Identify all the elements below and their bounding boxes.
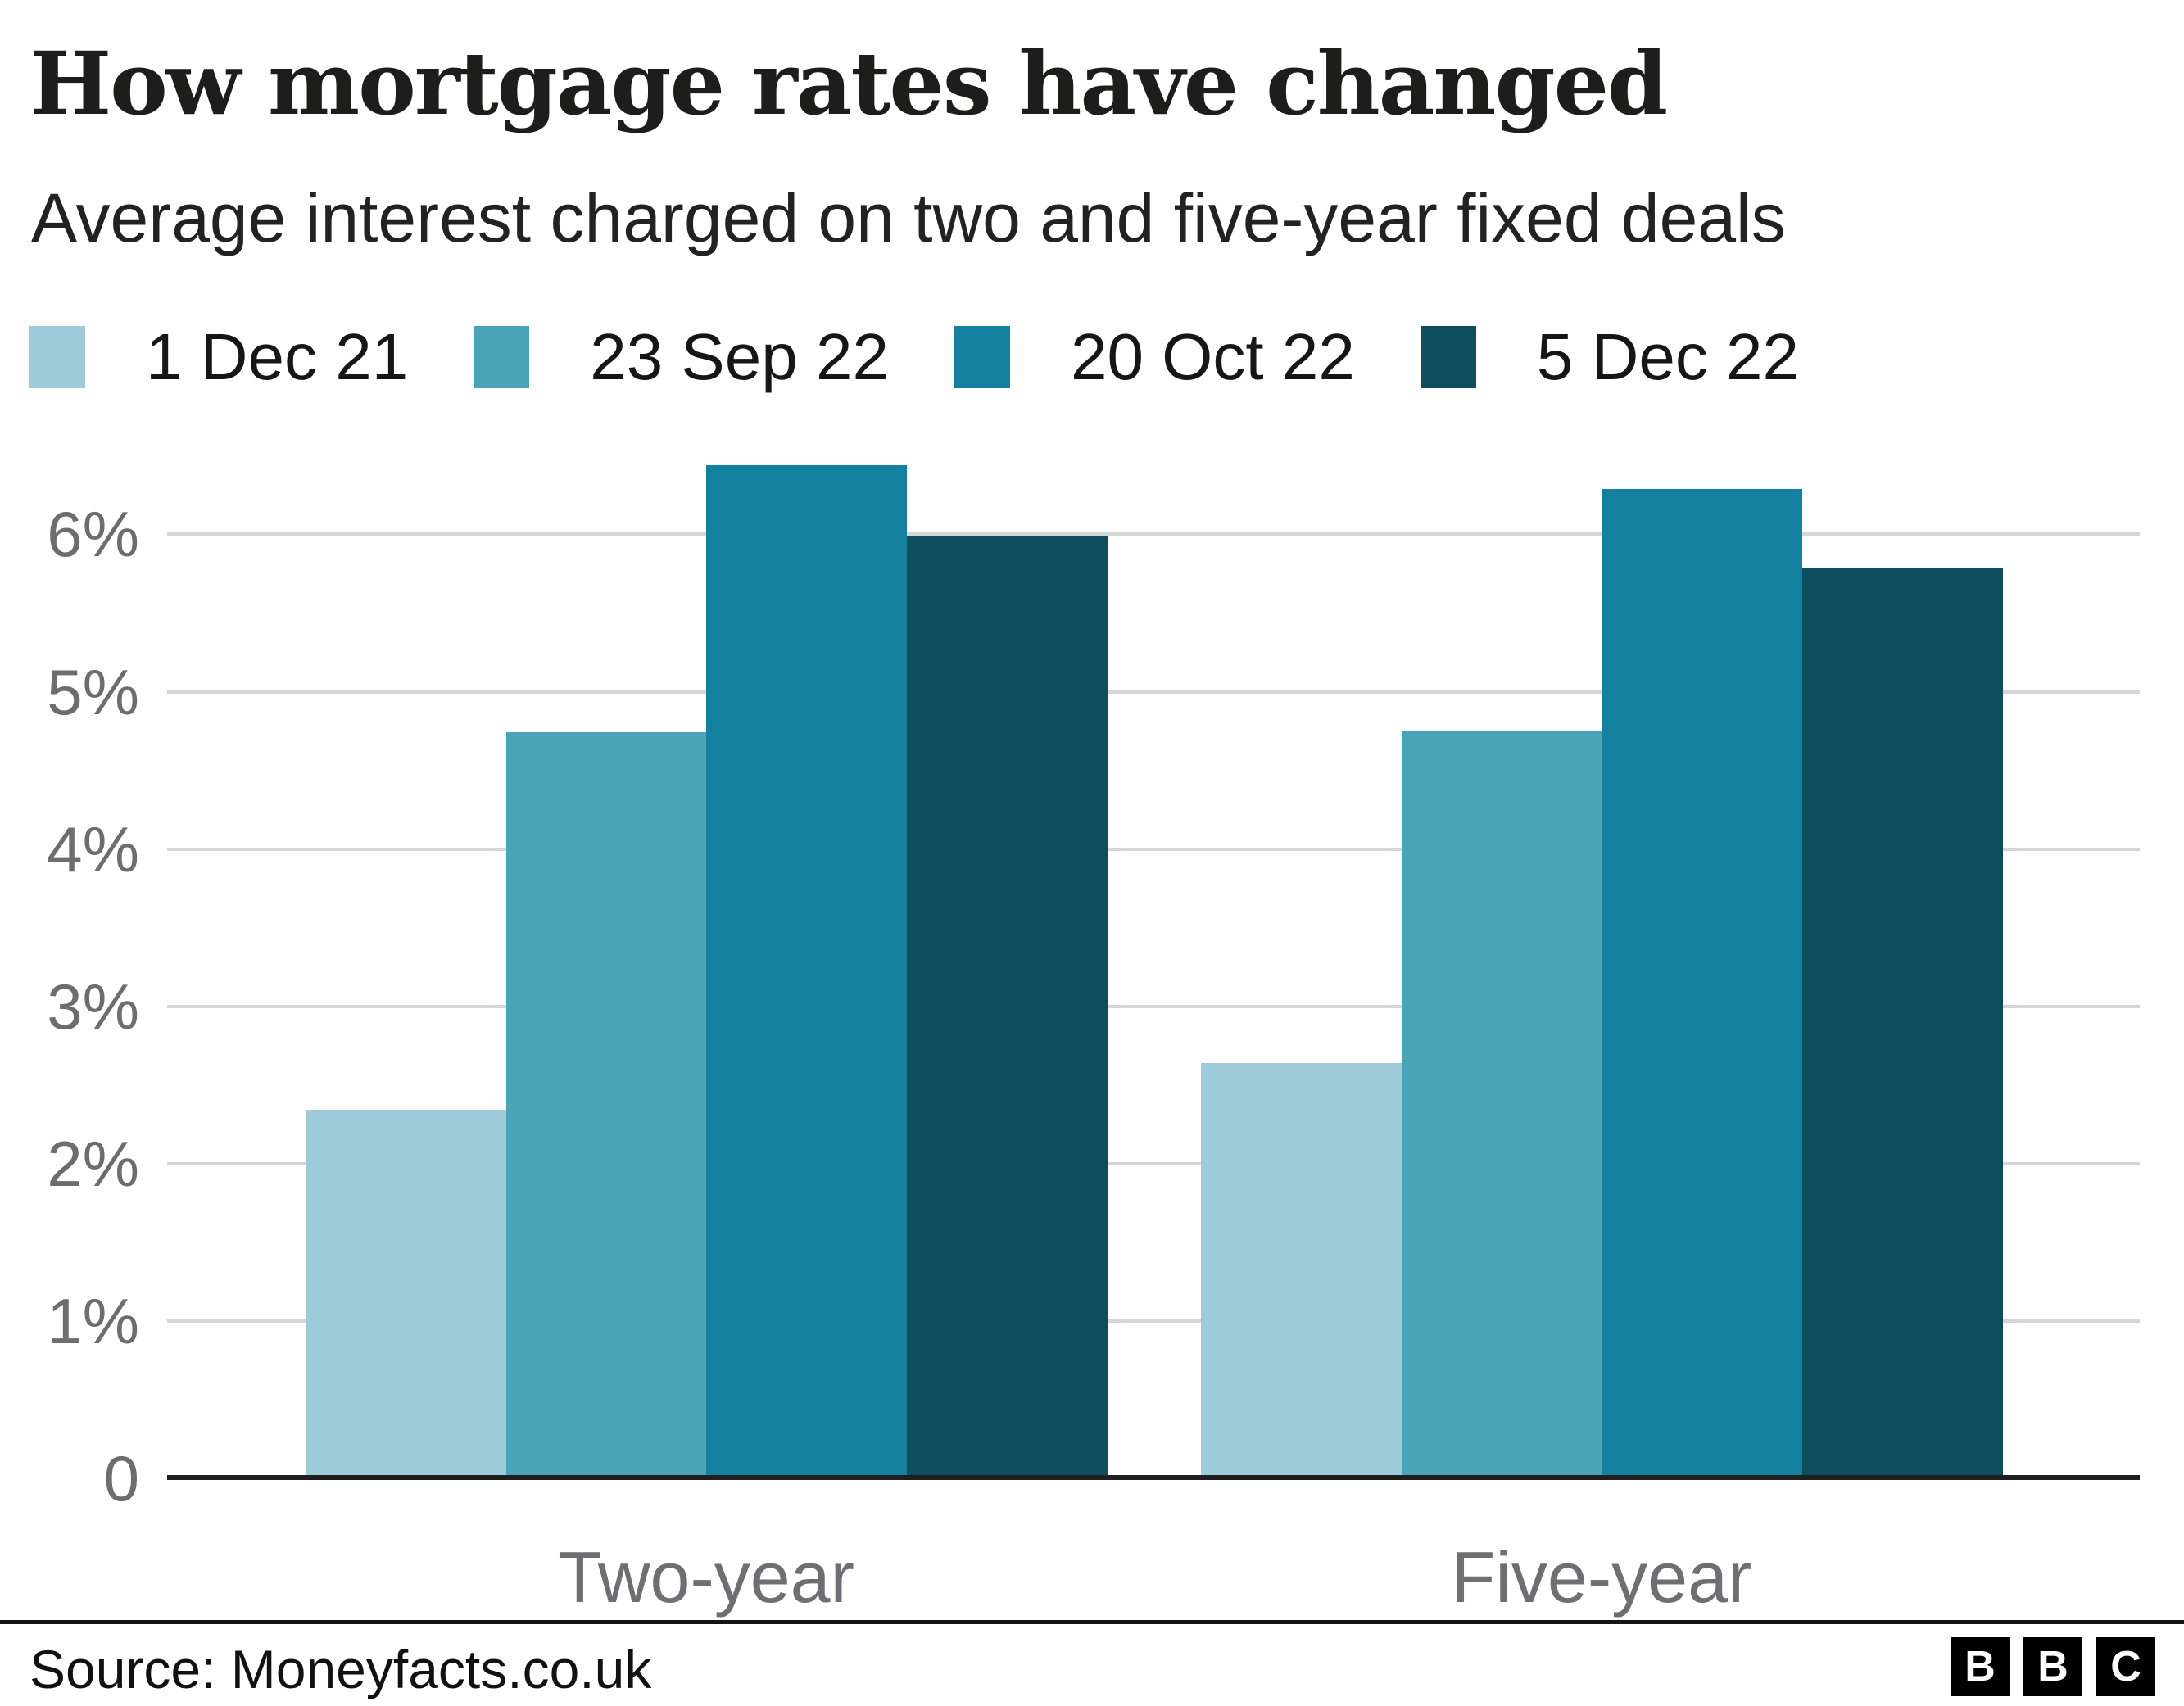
legend-item-5-dec-22: 5 Dec 22 [1420,319,1800,395]
legend-label: 23 Sep 22 [590,320,889,393]
gridline [167,1319,2140,1323]
gridline [167,532,2140,536]
gridline [167,847,2140,851]
y-axis-tick-label: 5% [47,655,139,728]
gridline [167,690,2140,694]
bar-1-dec-21-five-year [1201,1062,1402,1478]
x-axis-label-two-year: Two-year [558,1536,854,1618]
bar-1-dec-21-two-year [306,1110,506,1478]
legend-label: 5 Dec 22 [1536,320,1800,393]
gridline [167,1004,2140,1008]
legend-label: 1 Dec 21 [146,320,409,393]
x-axis-line [167,1475,2140,1480]
y-axis-tick-label: 3% [47,970,139,1043]
legend-item-20-oct-22: 20 Oct 22 [954,319,1355,395]
bbc-logo-block: B [2023,1637,2082,1696]
y-axis-tick-label: 2% [47,1127,139,1200]
legend: 1 Dec 21 23 Sep 22 20 Oct 22 5 Dec 22 [29,319,1799,395]
legend-label: 20 Oct 22 [1070,320,1355,393]
bar-20-oct-22-five-year [1602,488,1802,1478]
bbc-logo-block: B [1951,1637,2010,1696]
footer-divider [0,1620,2184,1624]
bar-5-dec-22-five-year [1801,567,2003,1478]
x-axis-label-five-year: Five-year [1451,1536,1752,1618]
legend-item-1-dec-21: 1 Dec 21 [29,319,408,395]
legend-swatch [954,326,1010,388]
bar-20-oct-22-two-year [706,464,907,1478]
gridline [167,1161,2140,1165]
chart-subtitle: Average interest charged on two and five… [31,179,1786,256]
bar-23-sep-22-five-year [1401,731,1602,1478]
legend-swatch [474,326,530,388]
legend-item-23-sep-22: 23 Sep 22 [474,319,889,395]
legend-swatch [29,326,85,388]
y-axis-tick-label: 6% [47,498,139,571]
bar-5-dec-22-two-year [906,536,1108,1478]
bar-23-sep-22-two-year [505,732,707,1478]
source-label: Source: Moneyfacts.co.uk [29,1639,652,1699]
legend-swatch [1420,326,1476,388]
chart-title: How mortgage rates have changed [29,32,1668,134]
y-axis-tick-label: 4% [47,812,139,885]
y-axis-tick-label: 0 [103,1442,139,1514]
bbc-logo-block: C [2096,1637,2155,1696]
y-axis-tick-label: 1% [47,1284,139,1357]
